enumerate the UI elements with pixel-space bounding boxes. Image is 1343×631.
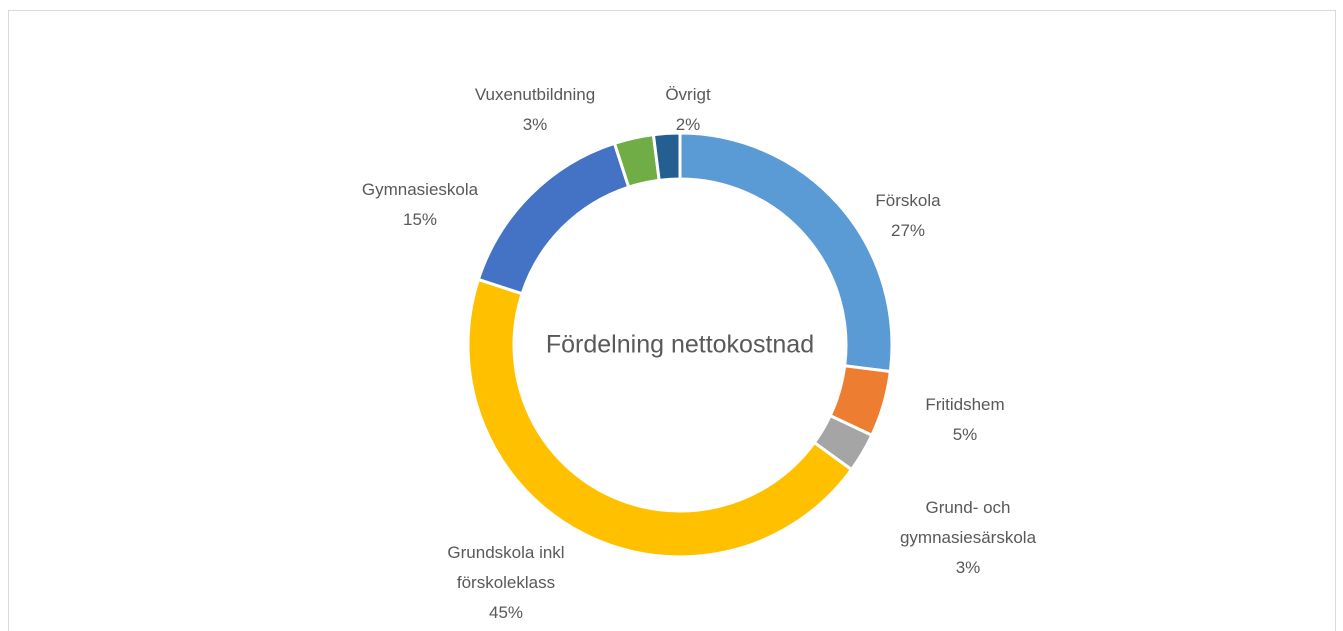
value-label: 3% bbox=[955, 558, 981, 577]
segment-label: Vuxenutbildning 3% bbox=[445, 80, 625, 140]
category-name: Fritidshem bbox=[925, 395, 1005, 414]
segment-label: Förskola 27% bbox=[848, 186, 968, 246]
value-label: 27% bbox=[890, 221, 926, 240]
category-name: Gymnasieskola bbox=[361, 180, 479, 199]
donut-segment bbox=[476, 141, 631, 296]
value-label: 45% bbox=[488, 603, 524, 622]
category-name: Grundskola inkl förskoleklass bbox=[447, 543, 565, 592]
value-label: 2% bbox=[675, 115, 701, 134]
value-label: 3% bbox=[522, 115, 548, 134]
category-name: Förskola bbox=[875, 191, 941, 210]
segment-label: Grundskola inkl förskoleklass 45% bbox=[426, 538, 586, 628]
category-name: Vuxenutbildning bbox=[474, 85, 596, 104]
category-name: Grund- och gymnasiesärskola bbox=[899, 498, 1037, 547]
segment-label: Övrigt 2% bbox=[628, 80, 748, 140]
chart-frame bbox=[8, 10, 1336, 631]
donut-segment bbox=[651, 131, 682, 182]
category-name: Övrigt bbox=[665, 85, 711, 104]
segment-label: Grund- och gymnasiesärskola 3% bbox=[888, 493, 1048, 583]
value-label: 15% bbox=[402, 210, 438, 229]
chart-title: Fördelning nettokostnad bbox=[545, 330, 815, 359]
segment-label: Gymnasieskola 15% bbox=[340, 175, 500, 235]
segment-label: Fritidshem 5% bbox=[895, 390, 1035, 450]
value-label: 5% bbox=[952, 425, 978, 444]
donut-segment bbox=[466, 277, 854, 559]
